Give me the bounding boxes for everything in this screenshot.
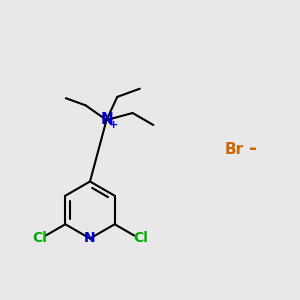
Text: Cl: Cl xyxy=(133,231,148,245)
Text: Cl: Cl xyxy=(32,231,47,245)
Text: N: N xyxy=(100,112,113,128)
Text: +: + xyxy=(109,120,118,130)
Text: -: - xyxy=(250,139,257,158)
Text: Br: Br xyxy=(224,142,244,158)
Text: N: N xyxy=(84,232,96,245)
